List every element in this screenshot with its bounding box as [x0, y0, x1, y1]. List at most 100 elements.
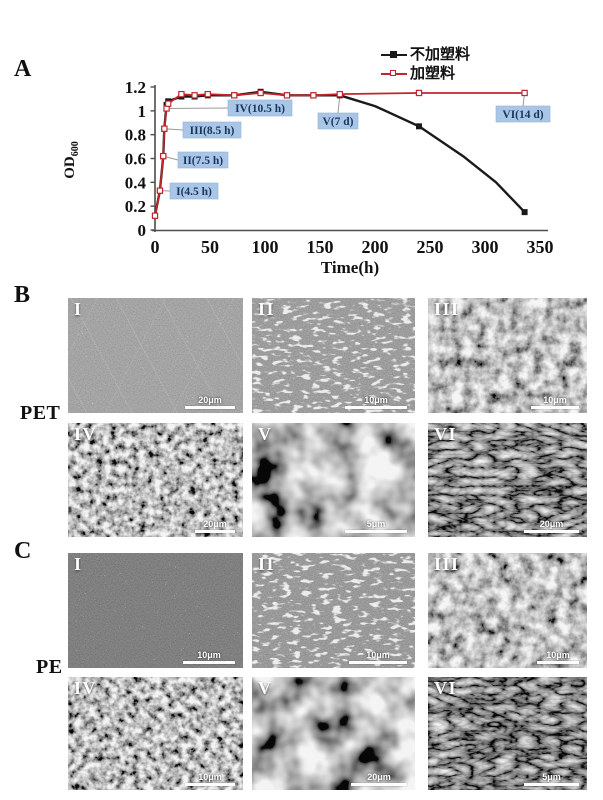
scale-bar-line: [349, 661, 407, 664]
x-tick-label: 300: [472, 237, 499, 257]
tile-roman-numeral: VI: [434, 678, 458, 698]
data-marker-open-square: [336, 90, 344, 98]
sem-texture: [68, 298, 243, 413]
scale-bar: 20μm: [524, 520, 579, 533]
chart-legend: 不加塑料 加塑料: [381, 45, 470, 83]
panel-b-label: B: [14, 282, 31, 308]
data-marker-open-square: [415, 89, 423, 97]
sem-texture: [428, 298, 587, 413]
annotation-label: I(4.5 h): [176, 186, 212, 198]
x-tick-label: 350: [527, 237, 554, 257]
y-tick-label: 0.6: [125, 149, 146, 168]
scale-bar: 10μm: [345, 396, 407, 409]
data-marker-open-square: [160, 152, 167, 160]
annotation-label: IV(10.5 h): [235, 103, 285, 115]
scale-bar: 20μm: [351, 773, 407, 786]
tile-roman-numeral: II: [258, 299, 276, 319]
sem-texture: [68, 423, 243, 537]
scale-bar-label: 10μm: [197, 650, 221, 660]
scale-bar-label: 20μm: [198, 395, 222, 405]
data-marker-open-square: [231, 92, 238, 99]
data-marker-open-square: [191, 92, 198, 99]
scale-bar-line: [185, 406, 235, 409]
scale-bar-line: [524, 783, 579, 786]
y-tick-label: 0.4: [125, 173, 147, 192]
sem-texture: [428, 423, 587, 537]
y-tick-label: 0.2: [125, 197, 146, 216]
legend-label-no-plastic: 不加塑料: [410, 46, 471, 63]
scale-bar-label: 10μm: [366, 650, 390, 660]
scale-bar-label: 20μm: [367, 772, 391, 782]
sem-texture: [252, 553, 415, 668]
scale-bar: 10μm: [185, 773, 235, 786]
data-marker-open-square: [151, 212, 159, 219]
legend-item-no-plastic: 不加塑料: [381, 45, 470, 64]
data-marker-open-square: [204, 90, 211, 98]
tile-roman-numeral: II: [258, 554, 276, 574]
x-tick-label: 50: [201, 237, 219, 257]
scale-bar: 5μm: [345, 520, 407, 533]
scale-bar-line: [195, 530, 235, 533]
scale-bar: 20μm: [195, 520, 235, 533]
surface-scratches: [68, 298, 243, 413]
sem-image-c-ii: II 10μm: [252, 553, 415, 668]
scale-bar-label: 5μm: [542, 772, 561, 782]
scale-bar-line: [351, 783, 407, 786]
tile-roman-numeral: V: [258, 424, 273, 444]
series-line-1: [154, 92, 525, 216]
tile-roman-numeral: IV: [74, 678, 98, 698]
scale-bar-label: 10μm: [546, 650, 570, 660]
annotation-box: [495, 105, 551, 123]
scale-bar-line: [185, 783, 235, 786]
scale-bar-line: [524, 530, 579, 533]
data-marker-open-square: [310, 92, 317, 99]
x-tick-label: 100: [252, 237, 279, 257]
data-marker-open-square: [161, 125, 168, 132]
annotation-label: II(7.5 h): [183, 155, 223, 167]
y-tick-label: 0.8: [125, 126, 146, 145]
scale-bar-line: [345, 530, 407, 533]
sem-image-c-vi: VI 5μm: [428, 677, 587, 790]
data-marker-open-square: [165, 100, 172, 107]
sem-image-b-v: V 5μm: [252, 423, 415, 537]
sem-image-b-ii: II 10μm: [252, 298, 415, 413]
scale-bar: 10μm: [183, 651, 235, 664]
annotation-label: III(8.5 h): [190, 125, 235, 137]
scale-bar: 20μm: [185, 396, 235, 409]
y-tick-label: 1.2: [125, 78, 146, 97]
legend-item-with-plastic: 加塑料: [381, 64, 470, 83]
legend-marker-open-square-icon: [381, 68, 407, 79]
tile-roman-numeral: III: [434, 554, 460, 574]
legend-marker-filled-square-icon: [381, 49, 407, 60]
y-tick-label: 0: [138, 221, 147, 240]
data-marker-filled-square: [521, 209, 528, 216]
scale-bar-label: 20μm: [539, 519, 564, 529]
data-marker-open-square: [521, 89, 528, 97]
y-axis-title: OD600: [62, 141, 81, 179]
sem-image-b-iii: III 10μm: [428, 298, 587, 413]
x-tick-label: 150: [307, 237, 334, 257]
sem-image-c-iii: III 10μm: [428, 553, 587, 668]
sem-texture: [68, 553, 243, 668]
growth-curve-chart: 0 0.2 0.4 0.6 0.8 1 1.2 0 50 100 150 200 250 300 350 Ti…: [62, 78, 554, 277]
sem-image-b-vi: VI 20μm: [428, 423, 587, 537]
tile-roman-numeral: VI: [434, 424, 458, 444]
tile-roman-numeral: V: [258, 678, 273, 698]
annotation-label: VI(14 d): [502, 109, 543, 121]
annotation-label: V(7 d): [323, 116, 354, 128]
sem-texture: [252, 677, 415, 790]
panel-c-label: C: [14, 538, 32, 564]
data-marker-open-square: [257, 89, 264, 97]
annotation-box: [227, 99, 293, 117]
scale-bar-line: [537, 661, 579, 664]
sem-texture: [428, 677, 587, 790]
scale-bar: 5μm: [524, 773, 579, 786]
panel-a-label: A: [14, 56, 32, 82]
sem-texture: [68, 677, 243, 790]
material-label-pet: PET: [20, 402, 61, 424]
scale-bar-line: [183, 661, 235, 664]
sem-image-c-v: V 20μm: [252, 677, 415, 790]
scale-bar-line: [531, 406, 579, 409]
sem-image-c-i: I 10μm: [68, 553, 243, 668]
